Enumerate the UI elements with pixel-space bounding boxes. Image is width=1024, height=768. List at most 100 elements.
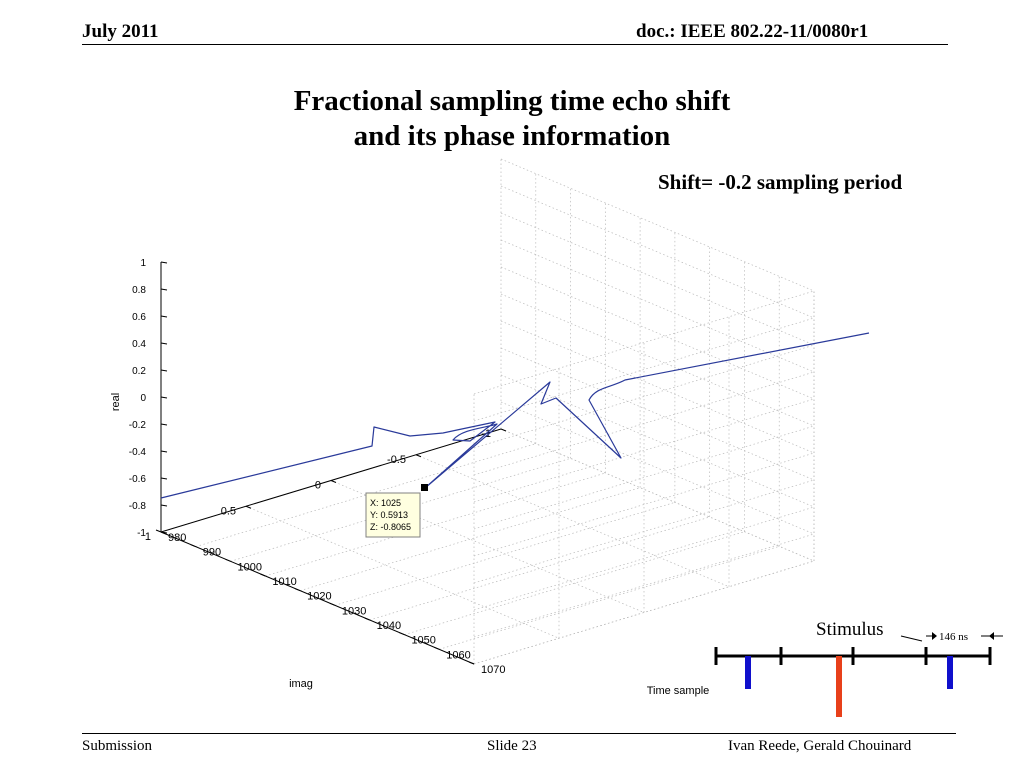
side-wall-gridline — [473, 371, 815, 476]
imag-tick-mark — [415, 454, 422, 458]
time-tick-mark — [434, 646, 440, 650]
header-rule — [82, 44, 948, 45]
time-axis-line — [160, 531, 475, 665]
time-tick-mark — [225, 558, 231, 562]
header-doc-id: doc.: IEEE 802.22-11/0080r1 — [636, 21, 869, 42]
time-tick-mark — [190, 544, 196, 548]
time-tick-label: 1040 — [377, 620, 401, 632]
header-date: July 2011 — [82, 21, 159, 42]
floor-gridline — [300, 487, 641, 592]
real-tick-label: 0.8 — [132, 285, 146, 296]
imag-tick-mark — [160, 531, 167, 535]
time-tick-label: 1070 — [481, 664, 505, 676]
time-tick-label: 1000 — [238, 561, 262, 573]
echo-pulse-right — [947, 656, 953, 689]
time-tick-label: 1030 — [342, 605, 366, 617]
time-tick-label: 1050 — [411, 635, 435, 647]
datatip-marker — [421, 484, 428, 491]
side-wall-gridline — [473, 533, 815, 638]
time-tick-label: 990 — [203, 547, 221, 559]
real-tick-label: 0 — [140, 393, 146, 404]
footer-left: Submission — [82, 738, 153, 754]
imag-axis-label: imag — [289, 678, 313, 690]
side-wall-gridline — [473, 479, 815, 584]
chart-grid — [160, 158, 815, 665]
real-axis-label: real — [110, 393, 122, 411]
time-tick-label: 1020 — [307, 591, 331, 603]
stimulus-label: Stimulus — [816, 619, 884, 640]
time-tick-mark — [260, 573, 266, 577]
side-wall-gridline — [473, 452, 815, 557]
real-tick-mark — [160, 477, 168, 480]
slide-title-line1: Fractional sampling time echo shift — [293, 85, 731, 117]
floor-gridline — [245, 505, 560, 639]
slide-title-line2: and its phase information — [353, 120, 671, 152]
time-tick-mark — [294, 588, 301, 592]
real-tick-mark — [160, 315, 168, 318]
real-tick-label: -0.2 — [129, 420, 147, 431]
imag-tick-label: 0 — [315, 480, 321, 492]
back-wall-gridline — [500, 374, 815, 508]
real-tick-label: -0.4 — [129, 447, 147, 458]
datatip-text: Z: -0.8065 — [370, 522, 411, 532]
side-wall-gridline — [473, 506, 815, 611]
footer-slide-number: Slide 23 — [487, 738, 537, 754]
chart-marks: X: 1025 Y: 0.5913 Z: -0.8065 — [160, 332, 870, 538]
side-wall-gridline — [473, 560, 815, 665]
imag-tick-mark — [500, 428, 507, 432]
side-wall-gridline — [473, 398, 815, 503]
real-tick-mark — [160, 396, 168, 399]
chart-ticks: 10.80.60.40.20-0.2-0.4-0.6-0.8-110.50-0.… — [110, 258, 709, 697]
spacing-label: 146 ns — [939, 631, 968, 643]
echo-pulse-left — [745, 656, 751, 689]
stimulus-arrow — [900, 635, 923, 642]
time-tick-mark — [364, 617, 370, 621]
real-tick-mark — [160, 450, 168, 453]
real-tick-mark — [160, 261, 168, 264]
real-tick-mark — [160, 369, 168, 372]
side-wall-gridline — [473, 425, 815, 530]
imag-tick-label: 1 — [145, 531, 151, 543]
time-tick-label: 980 — [168, 532, 186, 544]
back-wall-gridline — [500, 428, 815, 562]
shift-label: Shift= -0.2 sampling period — [658, 170, 903, 194]
time-tick-label: 1010 — [272, 576, 296, 588]
real-tick-mark — [160, 423, 168, 426]
imag-tick-label: -0.5 — [387, 454, 406, 466]
real-tick-mark — [160, 504, 168, 507]
real-tick-mark — [160, 288, 168, 291]
time-tick-mark — [399, 632, 405, 636]
real-tick-label: -0.6 — [129, 474, 147, 485]
time-tick-label: 1060 — [446, 649, 470, 661]
signal-trace — [160, 332, 870, 499]
side-wall-gridline — [473, 317, 815, 422]
floor-gridline — [195, 443, 536, 548]
footer-authors: Ivan Reede, Gerald Chouinard — [728, 738, 912, 754]
imag-tick-mark — [330, 480, 337, 483]
spacing-arrowhead-left — [932, 632, 937, 640]
time-tick-mark — [329, 602, 336, 606]
datatip-text: Y: 0.5913 — [370, 510, 408, 520]
spacing-arrowhead-right — [989, 632, 994, 640]
floor-gridline — [404, 531, 745, 636]
floor-gridline — [334, 501, 675, 606]
real-tick-mark — [160, 342, 168, 345]
slide-title: Fractional sampling time echo shift and … — [212, 84, 812, 154]
time-tick-mark — [155, 529, 162, 533]
back-wall-gridline — [500, 293, 815, 427]
floor-gridline — [230, 457, 571, 562]
back-wall-gridline — [500, 347, 815, 481]
real-tick-label: -1 — [137, 528, 146, 539]
stimulus-diagram: Stimulus 146 ns — [714, 619, 1003, 717]
back-wall-gridline — [500, 158, 815, 292]
datatip-text: X: 1025 — [370, 498, 401, 508]
time-tick-mark — [468, 661, 475, 665]
imag-tick-mark — [245, 505, 252, 509]
floor-gridline — [439, 545, 780, 650]
real-tick-label: 0.4 — [132, 339, 146, 350]
side-wall-gridline — [473, 290, 815, 395]
back-wall-gridline — [500, 212, 815, 346]
back-wall-gridline — [500, 401, 815, 535]
imag-tick-label: 0.5 — [221, 505, 236, 517]
